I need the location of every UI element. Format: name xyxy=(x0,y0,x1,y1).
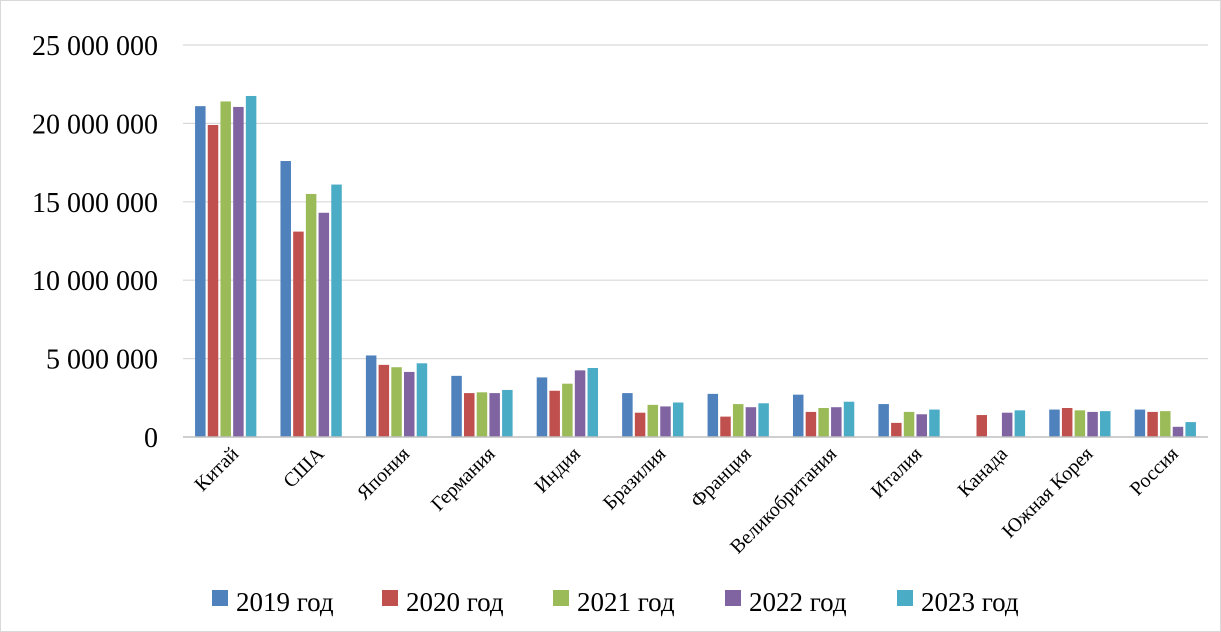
bar-1-series-5 xyxy=(245,95,257,438)
bar-4-series-3 xyxy=(476,392,488,437)
bars xyxy=(195,95,1196,438)
bar-12-series-4 xyxy=(1172,426,1184,437)
bar-2-series-4 xyxy=(318,212,330,437)
bar-7-series-1 xyxy=(707,393,719,437)
y-tick-label: 10 000 000 xyxy=(32,266,158,297)
gridlines xyxy=(183,44,1208,360)
y-tick-label: 25 000 000 xyxy=(32,31,158,62)
bar-8-series-2 xyxy=(805,411,817,437)
bar-8-series-1 xyxy=(792,394,804,437)
y-axis-ticks: 0 5 000 000 10 000 000 15 000 000 20 000 000… xyxy=(32,31,158,454)
bar-3-series-1 xyxy=(365,355,377,437)
legend-swatch xyxy=(382,590,398,606)
bar-1-series-4 xyxy=(233,106,244,437)
bar-12-series-1 xyxy=(1134,409,1146,437)
legend-swatch xyxy=(725,590,741,606)
bar-8-series-4 xyxy=(831,407,842,437)
bar-5-series-2 xyxy=(549,390,560,437)
bar-12-series-2 xyxy=(1147,411,1158,437)
bar-8-series-3 xyxy=(818,407,829,437)
bar-7-series-2 xyxy=(720,416,731,437)
bar-9-series-1 xyxy=(878,404,889,437)
bar-6-series-2 xyxy=(634,412,646,437)
bar-10-series-4 xyxy=(1001,412,1013,437)
bar-5-series-1 xyxy=(536,377,548,437)
bar-8-series-5 xyxy=(843,401,855,437)
bar-1-series-3 xyxy=(220,101,231,437)
bar-3-series-5 xyxy=(416,363,428,437)
bar-4-series-4 xyxy=(489,393,500,437)
bar-3-series-4 xyxy=(403,371,415,437)
bar-7-series-4 xyxy=(745,407,757,437)
bar-9-series-5 xyxy=(929,409,940,437)
bar-11-series-3 xyxy=(1074,410,1086,437)
legend-label: 2021 год xyxy=(577,587,675,617)
bar-10-series-2 xyxy=(976,415,988,437)
bar-6-series-1 xyxy=(622,393,633,437)
legend: 2019 год 2020 год 2021 год 2022 год 2023 год xyxy=(212,587,1019,617)
bar-6-series-3 xyxy=(647,404,659,437)
bar-2-series-2 xyxy=(293,231,304,437)
bar-6-series-4 xyxy=(660,406,671,437)
bar-2-series-1 xyxy=(280,161,291,438)
bar-12-series-3 xyxy=(1160,411,1171,437)
bar-4-series-2 xyxy=(464,393,475,437)
bar-4-series-5 xyxy=(502,389,513,437)
legend-swatch xyxy=(553,590,569,606)
bar-5-series-5 xyxy=(587,368,599,437)
bar-9-series-2 xyxy=(891,422,902,437)
bar-3-series-2 xyxy=(378,364,390,437)
bar-7-series-3 xyxy=(732,404,744,437)
bar-4-series-1 xyxy=(451,375,462,437)
legend-swatch xyxy=(212,590,228,606)
y-tick-label: 5 000 000 xyxy=(46,345,158,376)
bar-11-series-1 xyxy=(1049,409,1060,437)
bar-10-series-5 xyxy=(1014,410,1026,437)
bar-7-series-5 xyxy=(758,403,769,437)
bar-2-series-3 xyxy=(305,193,317,437)
legend-label: 2020 год xyxy=(406,587,504,617)
bar-11-series-4 xyxy=(1087,411,1098,437)
legend-label: 2022 год xyxy=(749,587,847,617)
y-tick-label: 0 xyxy=(144,423,158,454)
y-tick-label: 15 000 000 xyxy=(32,188,158,219)
legend-label: 2023 год xyxy=(921,587,1019,617)
bar-3-series-3 xyxy=(391,367,402,437)
bar-5-series-3 xyxy=(562,383,573,437)
y-tick-label: 20 000 000 xyxy=(32,109,158,140)
bar-11-series-2 xyxy=(1061,407,1073,437)
bar-9-series-3 xyxy=(903,411,915,437)
legend-label: 2019 год xyxy=(236,587,334,617)
bar-9-series-4 xyxy=(916,414,927,437)
bar-1-series-2 xyxy=(207,124,219,437)
bar-6-series-5 xyxy=(672,402,684,437)
bar-1-series-1 xyxy=(195,106,206,437)
bar-5-series-4 xyxy=(574,370,586,437)
bar-11-series-5 xyxy=(1100,411,1111,437)
legend-swatch xyxy=(897,590,913,606)
bar-12-series-5 xyxy=(1185,422,1196,437)
bar-2-series-5 xyxy=(331,184,342,437)
